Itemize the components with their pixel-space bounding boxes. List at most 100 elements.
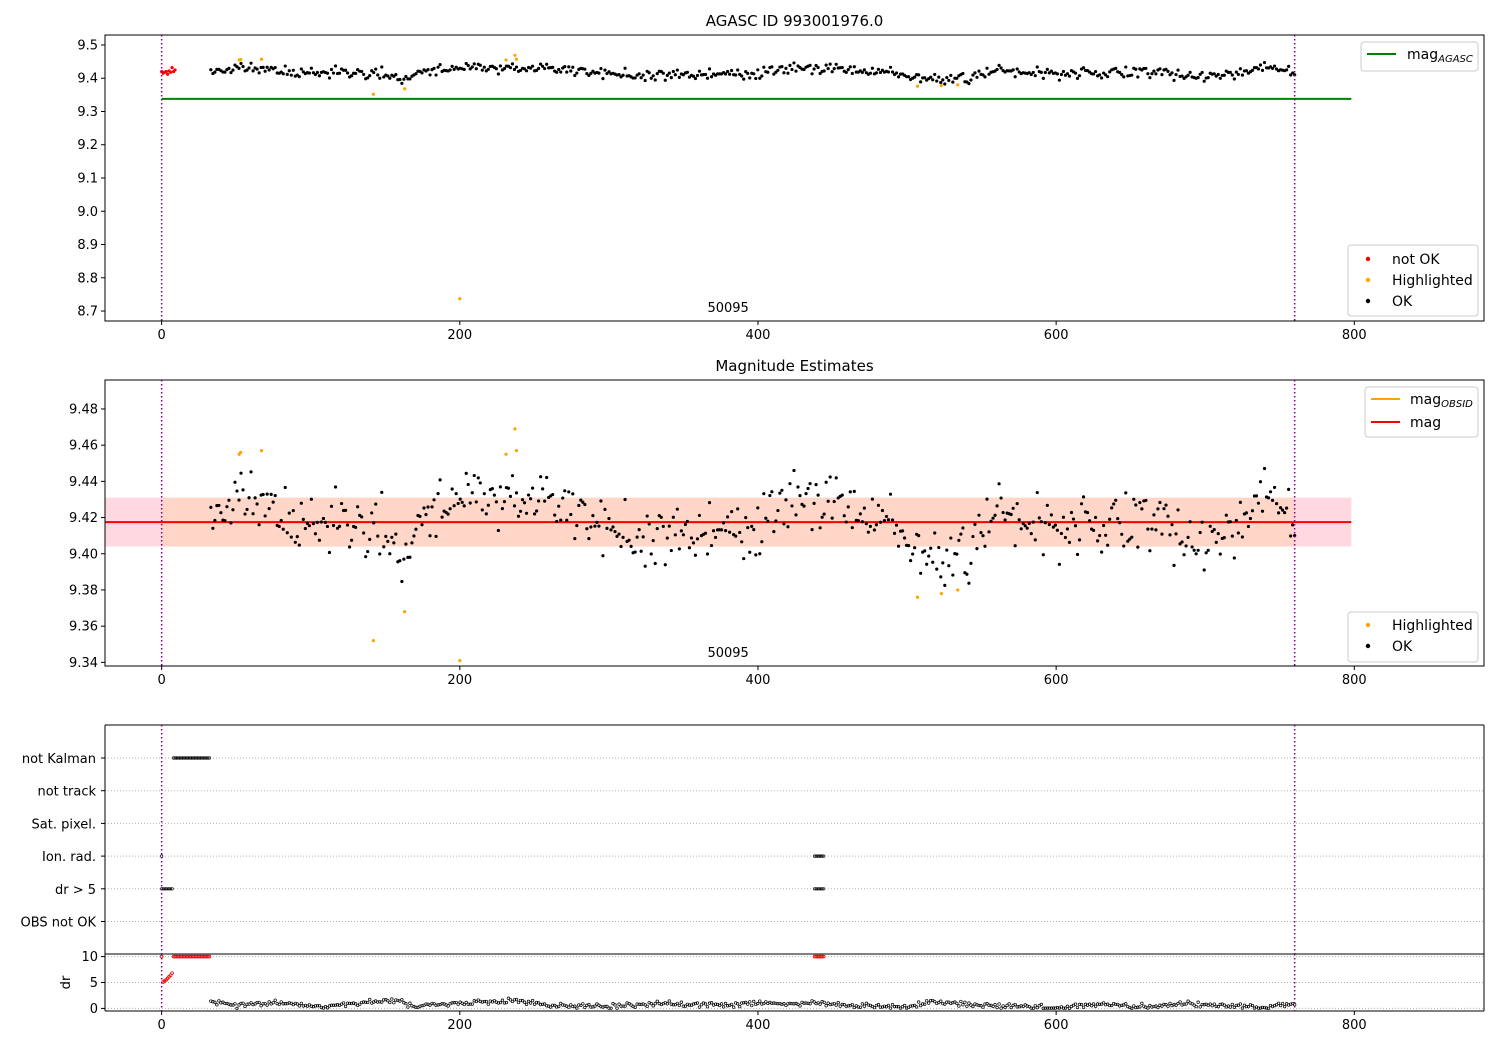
data-point: [494, 67, 498, 71]
dr-point: [331, 1003, 336, 1007]
legend-label: not OK: [1392, 252, 1440, 268]
dr-point: [583, 1005, 587, 1010]
data-point: [434, 73, 438, 77]
data-point: [307, 524, 311, 528]
data-point: [667, 524, 671, 528]
data-point: [639, 76, 643, 80]
data-point: [374, 67, 378, 71]
data-point: [1061, 69, 1066, 74]
data-point: [1262, 466, 1267, 471]
data-point: [209, 505, 213, 509]
dr-point-flagged: [170, 971, 174, 975]
data-point: [812, 501, 816, 505]
data-point: [677, 547, 681, 551]
flag-point: [195, 756, 200, 760]
dr-point: [1293, 1003, 1297, 1007]
data-point: [1212, 527, 1216, 532]
data-point: [1182, 553, 1186, 557]
data-point: [1174, 532, 1178, 536]
data-point: [595, 520, 599, 524]
data-point: [635, 535, 639, 539]
data-point: [518, 509, 523, 513]
dr-point: [386, 999, 390, 1003]
dr-point: [559, 1001, 563, 1006]
data-point: [1136, 545, 1140, 549]
dr-point: [1051, 1006, 1056, 1010]
data-point: [599, 66, 603, 71]
data-point: [309, 66, 313, 70]
data-point: [681, 73, 685, 77]
data-point: [999, 66, 1003, 70]
dr-point: [1073, 1002, 1078, 1006]
data-point: [490, 487, 494, 491]
flag-point: [161, 887, 165, 891]
dr-point: [925, 999, 929, 1003]
data-point: [957, 538, 961, 543]
dr-point: [504, 1000, 509, 1005]
data-point: [450, 487, 454, 491]
dr-point: [333, 1003, 338, 1007]
data-point: [486, 67, 490, 71]
data-point: [1270, 66, 1275, 71]
data-point: [273, 65, 277, 70]
dr-point: [836, 1001, 840, 1005]
data-point: [1172, 563, 1176, 567]
dr-point: [912, 1003, 917, 1007]
dr-point: [792, 1002, 796, 1006]
data-point: [524, 511, 529, 515]
data-point: [760, 74, 764, 78]
data-point: [985, 497, 989, 501]
data-point: [472, 62, 476, 66]
data-point: [669, 548, 673, 553]
data-point: [1091, 528, 1096, 533]
data-point: [1049, 513, 1053, 517]
data-point: [615, 534, 619, 538]
dr-point: [790, 1001, 794, 1006]
plot-frame-0: [104, 34, 1485, 322]
data-point: [804, 492, 808, 496]
dr-point: [1013, 1002, 1017, 1007]
data-point: [601, 554, 605, 558]
data-point: [977, 69, 981, 73]
dr-point: [297, 1004, 301, 1008]
data-point: [446, 512, 450, 516]
data-point: [173, 68, 177, 72]
dr-point: [1250, 1003, 1255, 1008]
dr-point-flagged: [207, 954, 212, 959]
flag-point: [183, 756, 188, 760]
flag-point: [171, 756, 176, 760]
data-point: [589, 71, 593, 75]
data-point: [1033, 74, 1037, 78]
data-point: [812, 67, 816, 71]
dr-point: [1103, 1003, 1108, 1007]
data-point: [985, 66, 989, 70]
dr-point: [229, 1003, 233, 1007]
data-point: [438, 478, 442, 482]
data-point: [888, 65, 893, 69]
data-point: [522, 67, 527, 71]
dr-point: [1027, 1004, 1031, 1009]
dr-point: [770, 1001, 774, 1006]
dr-point: [653, 1001, 657, 1006]
dr-point: [856, 1005, 860, 1009]
category-label: Ion. rad.: [42, 850, 96, 865]
data-point: [569, 69, 573, 73]
data-point: [510, 62, 515, 66]
data-point: [579, 498, 583, 502]
data-point: [697, 69, 702, 73]
dr-point: [756, 1001, 760, 1006]
dr-point: [1025, 1004, 1029, 1008]
data-point: [371, 92, 375, 96]
data-point: [1214, 540, 1218, 544]
y-tick-label: 9.40: [69, 547, 98, 562]
data-point: [233, 480, 237, 484]
data-point: [329, 504, 334, 508]
data-point: [818, 71, 822, 76]
data-point: [1003, 518, 1007, 522]
dr-point-flagged: [820, 954, 824, 959]
data-point: [742, 556, 746, 561]
flag-point: [176, 756, 180, 760]
dr-point: [623, 1004, 627, 1008]
dr-point: [850, 1002, 854, 1007]
dr-point: [902, 1003, 907, 1008]
